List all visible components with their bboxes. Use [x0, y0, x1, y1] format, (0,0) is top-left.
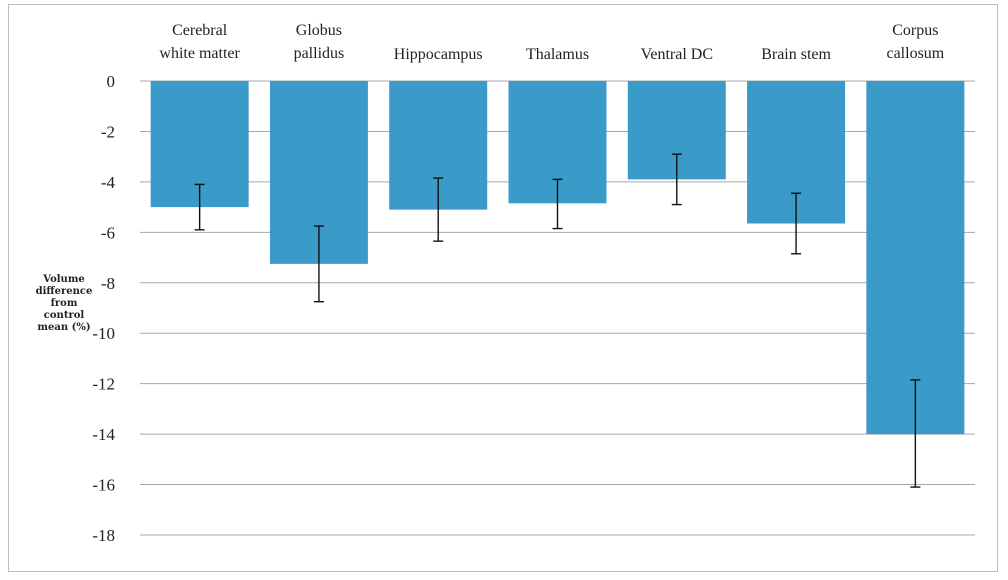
y-axis-label-line: from	[51, 298, 78, 309]
y-axis-label-line: difference	[36, 286, 93, 297]
y-tick-label: -14	[92, 425, 115, 444]
error-bar	[552, 178, 563, 230]
category-label-line: Corpus	[892, 22, 938, 39]
chart-frame: 0 -2 -4 -6 -8 -10 -12 -14 -16 -18 Cerebral white m…	[8, 4, 998, 572]
y-tick-labels: 0 -2 -4 -6 -8 -10 -12 -14 -16 -18	[92, 72, 115, 545]
category-label: Brain stem	[761, 46, 831, 63]
y-tick-label: -16	[92, 476, 115, 495]
y-tick-label: -4	[101, 173, 116, 192]
category-label-line: Ventral DC	[641, 46, 713, 63]
y-tick-label: -10	[92, 324, 115, 343]
y-tick-label: -2	[101, 122, 115, 141]
y-axis-label: Volume difference from control mean (%)	[36, 274, 93, 333]
category-label-line: Thalamus	[526, 46, 589, 63]
category-label-line: pallidus	[294, 45, 345, 62]
category-label: Corpus callosum	[886, 22, 944, 62]
category-label-line: Brain stem	[761, 46, 831, 63]
category-label: Thalamus	[526, 46, 589, 63]
y-axis-label-line: Volume	[42, 274, 85, 285]
error-bar	[791, 192, 802, 255]
y-tick-label: -8	[101, 274, 115, 293]
y-tick-label: -6	[101, 223, 115, 242]
bar	[866, 81, 965, 435]
category-label-line: callosum	[886, 45, 944, 62]
category-labels: Cerebral white matter Globus pallidus Hippoc…	[159, 22, 944, 63]
error-bar	[313, 225, 324, 303]
category-label-line: Globus	[296, 22, 342, 39]
category-label: Ventral DC	[641, 46, 713, 63]
error-bar	[194, 183, 205, 231]
y-axis-label-line: control	[44, 310, 85, 321]
category-label: Cerebral white matter	[159, 22, 240, 62]
error-bar	[671, 153, 682, 206]
error-bars	[194, 153, 921, 488]
category-label-line: white matter	[159, 45, 240, 62]
category-label: Globus pallidus	[294, 22, 345, 62]
y-tick-label: -12	[92, 375, 115, 394]
category-label-line: Cerebral	[172, 22, 228, 39]
error-bar	[910, 379, 921, 488]
category-label-line: Hippocampus	[394, 46, 483, 63]
error-bar	[433, 177, 444, 242]
category-label: Hippocampus	[394, 46, 483, 63]
bars	[150, 81, 965, 435]
y-axis-label-line: mean (%)	[37, 322, 90, 333]
y-tick-label: 0	[107, 72, 116, 91]
y-tick-label: -18	[92, 526, 115, 545]
bar-chart: 0 -2 -4 -6 -8 -10 -12 -14 -16 -18 Cerebral white m…	[36, 22, 975, 545]
